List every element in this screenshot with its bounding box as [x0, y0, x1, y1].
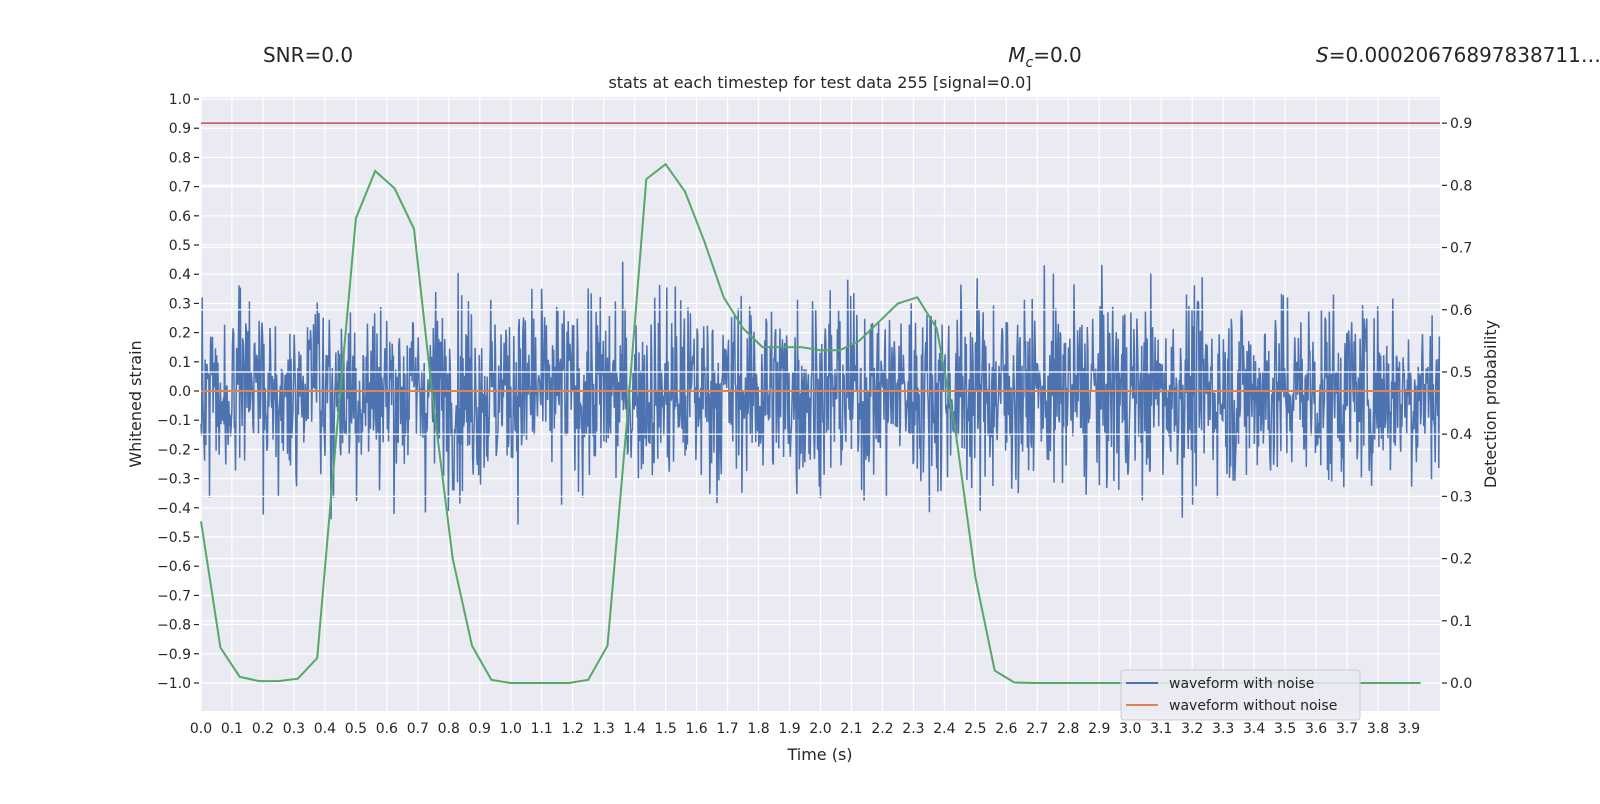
x-tick-label: 1.5	[654, 721, 676, 737]
y-right-tick-label: 0.3	[1450, 489, 1472, 505]
x-tick-label: 2.2	[871, 721, 893, 737]
y-tick-label: 0.8	[169, 150, 191, 166]
snr-label: SNR=0.0	[263, 43, 353, 67]
chart-title: stats at each timestep for test data 255…	[608, 73, 1031, 92]
y-right-tick-label: 0.0	[1450, 676, 1472, 692]
x-axis-label: Time (s)	[786, 745, 852, 764]
y-right-tick-label: 0.2	[1450, 552, 1472, 568]
y-tick-label: 1.0	[169, 92, 191, 108]
x-tick-label: 2.5	[964, 721, 986, 737]
x-tick-label: 3.1	[1150, 721, 1172, 737]
legend-box	[1120, 669, 1361, 721]
x-tick-label: 1.1	[531, 721, 553, 737]
y-tick-label: −1.0	[157, 676, 191, 692]
x-tick-label: 0.0	[190, 721, 212, 737]
x-tick-label: 2.4	[933, 721, 955, 737]
y-tick-label: 0.0	[169, 384, 191, 400]
x-tick-label: 0.2	[252, 721, 274, 737]
y-axis-label: Whitened strain	[126, 340, 145, 467]
x-tick-label: 3.2	[1181, 721, 1203, 737]
y-tick-label: 0.5	[169, 238, 191, 254]
y-tick-label: 0.2	[169, 326, 191, 342]
x-tick-label: 0.7	[407, 721, 429, 737]
x-tick-label: 1.3	[593, 721, 615, 737]
x-tick-label: 1.9	[778, 721, 800, 737]
s-statistic-label: S=0.00020676897838711…	[1316, 43, 1600, 67]
legend: waveform with noise waveform without noi…	[1120, 669, 1361, 721]
y-right-tick-label: 0.6	[1450, 303, 1472, 319]
x-tick-label: 0.9	[469, 721, 491, 737]
x-tick-label: 3.4	[1243, 721, 1265, 737]
x-tick-label: 3.0	[1119, 721, 1141, 737]
y-tick-label: −0.6	[157, 559, 191, 575]
y-tick-label: 0.7	[169, 180, 191, 196]
x-tick-label: 0.3	[283, 721, 305, 737]
waveform-with-noise-line	[200, 261, 1441, 525]
y-tick-label: −0.7	[157, 588, 191, 604]
x-tick-label: 0.6	[376, 721, 398, 737]
y-tick-label: −0.2	[157, 442, 191, 458]
y-right-tick-label: 0.1	[1450, 614, 1472, 630]
y-tick-label: 0.3	[169, 296, 191, 312]
y-right-tick-label: 0.4	[1450, 427, 1472, 443]
y-tick-label: 0.1	[169, 355, 191, 371]
y-tick-label: 0.4	[169, 267, 191, 283]
y-axis-right-label: Detection probability	[1481, 320, 1500, 488]
x-tick-label: 0.1	[221, 721, 243, 737]
x-tick-label: 2.9	[1088, 721, 1110, 737]
x-tick-label: 2.8	[1057, 721, 1079, 737]
y-tick-label: 0.9	[169, 121, 191, 137]
y-right-tick-label: 0.7	[1450, 241, 1472, 257]
y-tick-label: −0.3	[157, 472, 191, 488]
x-tick-label: 3.9	[1398, 721, 1420, 737]
x-tick-label: 3.6	[1305, 721, 1327, 737]
y-right-tick-label: 0.5	[1450, 365, 1472, 381]
x-tick-label: 2.7	[1026, 721, 1048, 737]
legend-label-noise: waveform with noise	[1169, 676, 1314, 692]
x-tick-label: 0.8	[438, 721, 460, 737]
x-tick-label: 1.4	[624, 721, 646, 737]
y-tick-label: −0.8	[157, 618, 191, 634]
x-tick-label: 1.6	[685, 721, 707, 737]
y-right-tick-label: 0.8	[1450, 178, 1472, 194]
y-tick-label: −0.9	[157, 647, 191, 663]
y-tick-label: −0.5	[157, 530, 191, 546]
x-tick-label: 0.5	[345, 721, 367, 737]
y-tick-label: −0.1	[157, 413, 191, 429]
x-tick-label: 1.8	[747, 721, 769, 737]
x-tick-label: 1.7	[716, 721, 738, 737]
y-tick-label: 0.6	[169, 209, 191, 225]
x-tick-label: 1.2	[562, 721, 584, 737]
x-tick-label: 2.0	[809, 721, 831, 737]
x-tick-label: 2.3	[902, 721, 924, 737]
x-tick-label: 2.6	[995, 721, 1017, 737]
y-right-tick-label: 0.9	[1450, 116, 1472, 132]
x-tick-label: 3.5	[1274, 721, 1296, 737]
legend-label-clean: waveform without noise	[1169, 698, 1337, 714]
x-tick-label: 2.1	[840, 721, 862, 737]
series-waveform-with-noise	[200, 261, 1441, 525]
tick-labels: 0.0 0.1 0.2 0.3 0.4 0.5 0.6 0.7 0.8 0.9 1.0 1.1 1.2 1…	[157, 92, 1472, 737]
x-tick-label: 1.0	[500, 721, 522, 737]
x-tick-label: 3.7	[1336, 721, 1358, 737]
x-tick-label: 3.3	[1212, 721, 1234, 737]
y-tick-label: −0.4	[157, 501, 191, 517]
x-tick-label: 0.4	[314, 721, 336, 737]
x-tick-label: 3.8	[1367, 721, 1389, 737]
chirp-mass-label: Mc=0.0	[1008, 43, 1082, 71]
